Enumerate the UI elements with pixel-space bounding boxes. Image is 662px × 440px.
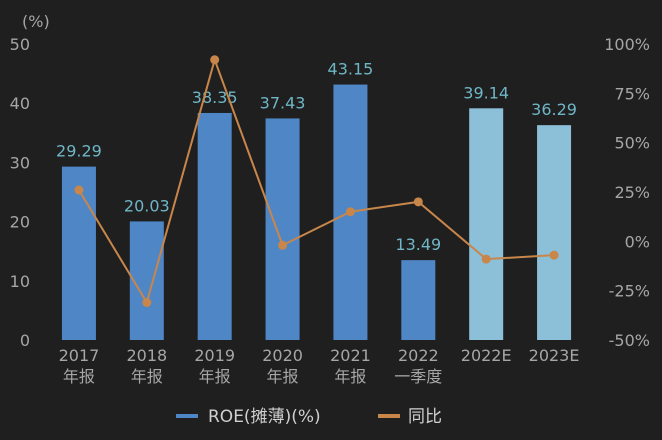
legend: ROE(摊薄)(%) 同比 [176,407,442,427]
x-tick-label: 2022 [398,346,439,365]
left-y-axis: 0 10 20 30 40 50 [10,35,30,350]
y-axis-unit-label: (%) [22,12,50,31]
bar [265,118,300,340]
left-tick-label: 10 [10,272,30,291]
bar [129,221,164,340]
yoy-point [549,250,559,260]
yoy-point [345,207,355,217]
bar-value-label: 29.29 [56,142,102,161]
x-tick-label: 2017 [59,346,100,365]
x-tick-label: 2018 [126,346,167,365]
left-tick-label: 40 [10,94,30,113]
bar [61,166,96,340]
right-tick-label: 50% [614,134,650,153]
bar-value-label: 36.29 [531,100,577,119]
right-tick-label: 100% [604,35,650,54]
left-tick-label: 50 [10,35,30,54]
yoy-point [210,55,220,65]
x-tick-label: 年报 [63,367,95,386]
yoy-line [78,56,555,306]
x-tick-label: 2020 [262,346,303,365]
legend-bar-label: ROE(摊薄)(%) [208,407,321,427]
x-tick-label: 年报 [199,367,231,386]
x-tick-label: 2022E [461,346,512,365]
bar [469,108,504,340]
x-axis: 2017 年报 2018 年报 2019 年报 2020 年报 2021 年报 2022 一季度 202… [59,346,580,386]
x-tick-label: 年报 [334,367,366,386]
bar-value-label: 13.49 [395,235,441,254]
right-y-axis: -50% -25% 0% 25% 50% 75% 100% [604,35,650,350]
legend-line-swatch [378,414,400,418]
x-tick-label: 年报 [267,367,299,386]
right-tick-label: -25% [609,282,650,301]
x-tick-label: 一季度 [394,367,442,386]
x-tick-label: 2023E [529,346,580,365]
yoy-line-series [74,55,559,308]
bar [197,112,232,340]
yoy-point [74,185,84,195]
bar-value-label: 39.14 [463,83,509,102]
left-tick-label: 20 [10,213,30,232]
right-tick-label: 75% [614,84,650,103]
x-tick-label: 2019 [194,346,235,365]
yoy-point [142,298,152,308]
bar-value-label: 37.43 [260,93,306,112]
x-tick-label: 2021 [330,346,371,365]
x-tick-label: 年报 [131,367,163,386]
bar [401,260,436,340]
bar-value-label: 43.15 [328,60,374,79]
legend-line-label: 同比 [408,407,442,427]
yoy-point [278,240,288,250]
left-tick-label: 30 [10,153,30,172]
right-tick-label: -50% [609,331,650,350]
right-tick-label: 0% [625,232,650,251]
right-tick-label: 25% [614,183,650,202]
bar-value-label: 20.03 [124,196,170,215]
left-tick-label: 0 [20,331,30,350]
legend-bar-swatch [176,414,198,418]
bar [537,125,572,340]
yoy-point [481,254,491,264]
yoy-point [413,197,423,207]
